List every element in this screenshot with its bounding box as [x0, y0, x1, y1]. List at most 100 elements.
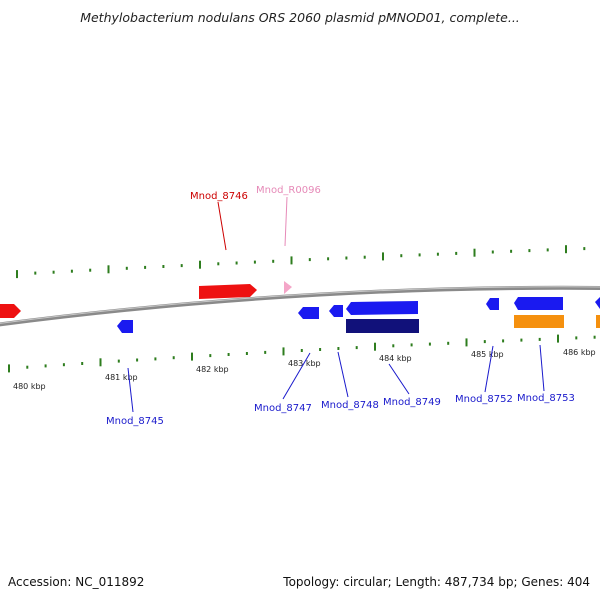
minor-tick — [162, 265, 165, 268]
major-tick — [382, 252, 384, 261]
leader-mnod-8752 — [484, 345, 494, 393]
minor-tick — [428, 342, 431, 346]
minor-tick — [447, 341, 450, 345]
gene-label-mnod-8749[interactable]: Mnod_8749 — [383, 397, 441, 408]
minor-tick — [300, 349, 303, 352]
minor-tick — [154, 357, 157, 361]
gene-label-mnod-8752[interactable]: Mnod_8752 — [455, 394, 513, 405]
major-tick — [191, 352, 193, 361]
minor-tick — [583, 247, 586, 251]
major-tick — [374, 342, 376, 351]
gene-label-mnod-8753[interactable]: Mnod_8753 — [517, 393, 575, 404]
minor-tick — [227, 353, 230, 356]
leader-mnod-8748 — [337, 351, 349, 398]
gene-mnod-8746[interactable] — [199, 284, 257, 299]
leader-mnod-8745 — [127, 367, 134, 413]
minor-tick — [34, 271, 37, 275]
minor-tick — [418, 253, 421, 257]
minor-tick — [455, 251, 458, 255]
leader-mnod-8749 — [388, 363, 410, 395]
minor-tick — [502, 339, 505, 343]
accession-label: Accession: NC_011892 — [8, 575, 145, 589]
gene-mnod-8752[interactable] — [486, 298, 499, 310]
minor-tick — [491, 250, 494, 254]
minor-tick — [62, 363, 65, 367]
minor-tick — [245, 352, 248, 355]
reverse-tick-marks — [8, 334, 596, 373]
minor-tick — [327, 257, 330, 261]
minor-tick — [52, 270, 55, 274]
minor-tick — [144, 265, 147, 269]
minor-tick — [26, 365, 29, 369]
minor-tick — [264, 350, 267, 354]
feature-mnod-8753-orange[interactable] — [514, 315, 564, 328]
kbp-label: 486 kbp — [563, 348, 596, 357]
gene-mnod-8747[interactable] — [298, 307, 319, 319]
minor-tick — [355, 346, 358, 350]
minor-tick — [546, 248, 549, 252]
minor-tick — [308, 258, 311, 262]
orange-feature-partial[interactable] — [596, 315, 600, 328]
gene-mnod-8748[interactable] — [329, 305, 343, 317]
major-tick — [199, 260, 201, 269]
gene-label-mnod-8747[interactable]: Mnod_8747 — [254, 403, 312, 414]
major-tick — [557, 334, 559, 343]
minor-tick — [272, 259, 275, 263]
forward-tick-marks — [16, 245, 586, 279]
genome-backbone — [0, 285, 600, 327]
minor-tick — [81, 362, 84, 365]
kbp-label: 484 kbp — [379, 354, 412, 363]
minor-tick — [520, 338, 523, 342]
minor-tick — [319, 348, 322, 351]
gene-mnod-8745[interactable] — [117, 320, 133, 333]
gene-label-mnod-r0096[interactable]: Mnod_R0096 — [256, 185, 321, 196]
minor-tick — [593, 335, 596, 339]
minor-tick — [136, 358, 139, 362]
minor-tick — [89, 268, 92, 272]
leader-mnod-8753 — [539, 344, 545, 392]
map-title: Methylobacterium nodulans ORS 2060 plasm… — [80, 10, 520, 25]
reverse-gene-partial[interactable] — [595, 297, 600, 309]
minor-tick — [510, 249, 513, 253]
gene-label-mnod-8745[interactable]: Mnod_8745 — [106, 416, 164, 427]
minor-tick — [436, 252, 439, 256]
major-tick — [8, 364, 10, 373]
minor-tick — [528, 249, 531, 253]
major-tick — [290, 256, 293, 265]
gene-mnod-8749[interactable] — [346, 301, 418, 315]
genome-backbone-highlight — [0, 286, 600, 324]
major-tick — [465, 338, 468, 347]
minor-tick — [172, 356, 175, 360]
topology-summary: Topology: circular; Length: 487,734 bp; … — [283, 575, 590, 589]
minor-tick — [235, 261, 238, 265]
minor-tick — [337, 347, 340, 350]
minor-tick — [253, 260, 256, 264]
major-tick — [473, 248, 476, 257]
minor-tick — [483, 340, 486, 344]
minor-tick — [44, 364, 47, 368]
leader-mnod-8746 — [217, 201, 227, 251]
feature-mnod-8749-dark[interactable] — [346, 319, 419, 333]
kbp-label: 485 kbp — [471, 350, 504, 359]
gene-mnod-8753[interactable] — [514, 297, 563, 310]
kbp-label: 480 kbp — [13, 382, 46, 391]
leader-mnod-r0096 — [284, 196, 288, 247]
minor-tick — [345, 256, 348, 260]
minor-tick — [125, 266, 128, 270]
kbp-label: 482 kbp — [196, 365, 229, 374]
minor-tick — [400, 254, 403, 258]
forward-gene-partial[interactable] — [0, 304, 21, 318]
minor-tick — [209, 354, 212, 358]
minor-tick — [363, 255, 366, 259]
major-tick — [99, 358, 102, 367]
gene-label-mnod-8746[interactable]: Mnod_8746 — [190, 191, 248, 202]
kbp-label: 481 kbp — [105, 373, 138, 382]
major-tick — [16, 270, 18, 279]
gene-mnod-r0096[interactable] — [284, 281, 292, 294]
major-tick — [282, 347, 285, 356]
minor-tick — [392, 344, 395, 348]
gene-label-mnod-8748[interactable]: Mnod_8748 — [321, 400, 379, 411]
minor-tick — [217, 262, 220, 266]
minor-tick — [575, 336, 578, 340]
